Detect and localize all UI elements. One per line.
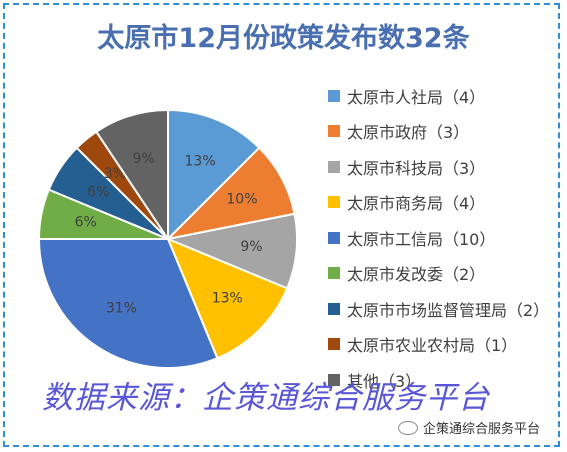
legend-swatch — [328, 196, 340, 209]
chart-title: 太原市12月份政策发布数32条 — [97, 23, 470, 54]
legend-label: 太原市发改委（2） — [347, 265, 486, 285]
slice-percent-label: 10% — [226, 191, 257, 207]
legend: 太原市人社局（4） 太原市政府（3） 太原市科技局（3） 太原市商务局（4） 太原市工信… — [328, 78, 567, 398]
legend-item: 太原市人社局（4） — [328, 78, 567, 114]
legend-swatch — [328, 125, 340, 138]
slice-percent-label: 13% — [212, 290, 243, 306]
legend-label: 其他（3） — [347, 371, 422, 391]
slice-percent-label: 3% — [104, 166, 126, 182]
brand-label: 企策通综合服务平台 — [398, 418, 540, 437]
legend-item: 太原市工信局（10） — [328, 220, 567, 256]
brand-text: 企策通综合服务平台 — [423, 422, 541, 437]
legend-item: 太原市商务局（4） — [328, 185, 567, 221]
legend-label: 太原市科技局（3） — [347, 158, 486, 178]
legend-item: 太原市发改委（2） — [328, 256, 567, 292]
pie-slice — [164, 146, 296, 241]
legend-item: 太原市农业农村局（1） — [328, 327, 567, 363]
pie-slice — [167, 108, 261, 242]
pie-slice — [94, 108, 169, 243]
legend-swatch — [328, 338, 340, 351]
slice-percent-label: 9% — [240, 239, 262, 255]
legend-swatch — [328, 231, 340, 244]
slice-percent-label: 31% — [106, 301, 137, 317]
slice-percent-label: 6% — [75, 215, 97, 231]
legend-item: 太原市政府（3） — [328, 114, 567, 150]
watermark-text: 数据来源：企策通综合服务平台 — [42, 380, 490, 416]
legend-label: 太原市商务局（4） — [347, 194, 486, 214]
slice-percent-label: 13% — [185, 154, 216, 170]
pie-slice — [37, 238, 219, 369]
chart-frame — [3, 3, 560, 447]
legend-label: 太原市农业农村局（1） — [347, 336, 518, 356]
wechat-icon — [398, 420, 418, 435]
legend-swatch — [328, 89, 340, 102]
slice-percent-label: 9% — [133, 151, 155, 167]
legend-item: 其他（3） — [328, 362, 567, 398]
legend-label: 太原市工信局（10） — [347, 229, 496, 249]
legend-label: 太原市市场监督管理局（2） — [347, 300, 550, 320]
pie-slice — [164, 212, 298, 290]
legend-swatch — [328, 302, 340, 315]
pie-slice — [166, 237, 289, 360]
legend-swatch — [328, 267, 340, 280]
legend-item: 太原市科技局（3） — [328, 149, 567, 185]
legend-label: 太原市人社局（4） — [347, 87, 486, 107]
slice-percent-label: 6% — [87, 184, 109, 200]
legend-swatch — [328, 373, 340, 386]
legend-label: 太原市政府（3） — [347, 123, 470, 143]
legend-item: 太原市市场监督管理局（2） — [328, 291, 567, 327]
legend-swatch — [328, 160, 340, 173]
